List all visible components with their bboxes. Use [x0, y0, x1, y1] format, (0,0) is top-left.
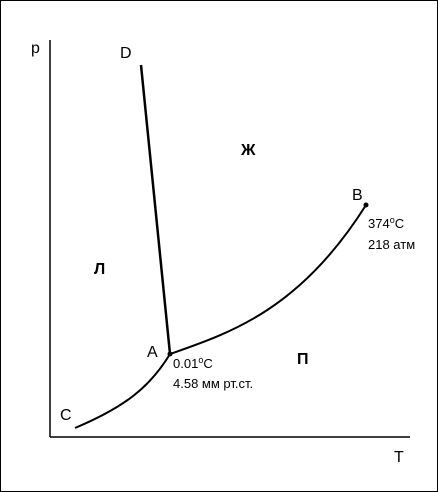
critical-point-temperature-unit: C	[395, 216, 404, 231]
critical-point-temperature: 374oC	[368, 215, 404, 231]
triple-point-pressure: 4.58 мм рт.ст.	[173, 376, 253, 391]
triple-point-temperature: 0.01oC	[173, 355, 213, 371]
critical-point-temperature-value: 374	[368, 216, 390, 231]
point-label-D: D	[120, 45, 132, 62]
triple-point-degree-sign: o	[198, 355, 203, 365]
vaporization-curve-AB	[169, 204, 367, 355]
critical-point-pressure: 218 атм	[368, 237, 415, 252]
x-axis-label: T	[394, 449, 404, 466]
point-label-C: C	[60, 407, 72, 424]
triple-point-A-dot	[167, 351, 173, 357]
point-label-A: A	[147, 344, 158, 361]
y-axis-label: p	[31, 40, 40, 57]
region-label-liquid: Ж	[240, 142, 256, 159]
sublimation-curve-CA	[74, 353, 171, 429]
melting-curve-AD	[139, 64, 172, 355]
region-label-vapor: П	[297, 351, 309, 368]
point-label-B: B	[352, 187, 363, 204]
triple-point-temperature-value: 0.01	[173, 356, 198, 371]
region-label-solid: Л	[94, 261, 105, 278]
critical-point-B-dot	[363, 202, 369, 208]
triple-point-temperature-unit: C	[203, 356, 212, 371]
critical-point-degree-sign: o	[390, 215, 395, 225]
